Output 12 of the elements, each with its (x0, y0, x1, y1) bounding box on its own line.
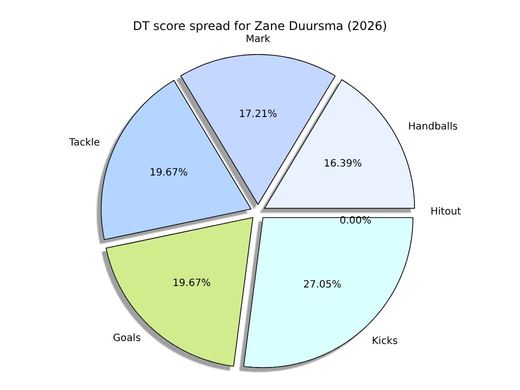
slice-label: Tackle (68, 137, 100, 148)
slice-label: Handballs (408, 122, 458, 133)
data-label: 27.05% (303, 280, 342, 291)
data-label: 19.67% (172, 278, 211, 290)
data-label: 17.21% (238, 109, 278, 120)
slice-label: Mark (246, 34, 271, 45)
data-label: 19.67% (150, 167, 188, 178)
category-label: Hitout (430, 206, 462, 218)
slice-label: Goals (112, 333, 141, 344)
chart-title: DT score spread for Zane Duursma (2026) (132, 19, 388, 33)
slice-label: Kicks (372, 336, 398, 348)
data-label: 16.39% (324, 158, 362, 170)
